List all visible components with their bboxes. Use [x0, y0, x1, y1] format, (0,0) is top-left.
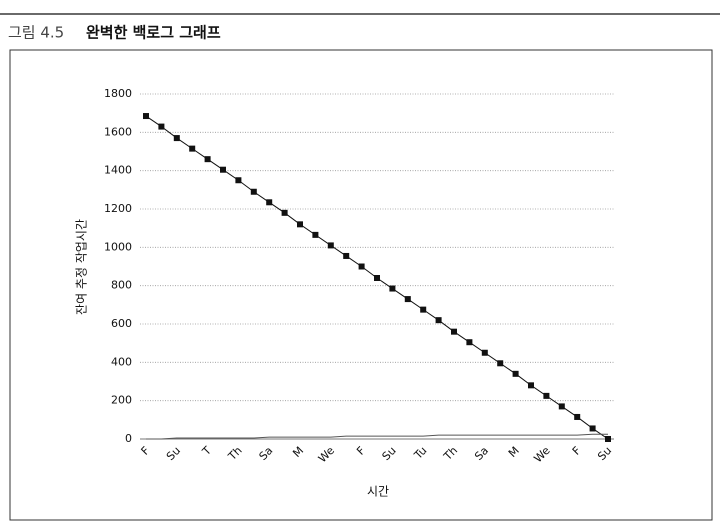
- point-marker: [312, 231, 319, 238]
- point-marker: [143, 113, 149, 120]
- x-tick-label: Th: [225, 444, 245, 464]
- x-tick-label: Sa: [472, 444, 491, 463]
- point-marker: [558, 403, 565, 410]
- point-marker: [420, 306, 427, 313]
- point-marker: [343, 252, 350, 259]
- point-marker: [158, 123, 165, 130]
- y-axis-label: 잔여 추정 작업시간: [75, 219, 89, 315]
- point-marker: [374, 275, 380, 281]
- x-tick-label: We: [316, 444, 337, 465]
- series-line: [146, 433, 608, 440]
- point-marker: [235, 177, 242, 184]
- y-tick-label: 1400: [104, 164, 132, 177]
- y-tick-label: 600: [111, 317, 132, 330]
- point-marker: [543, 392, 550, 399]
- point-marker: [389, 285, 396, 292]
- y-tick-label: 0: [125, 432, 132, 445]
- point-marker: [574, 413, 581, 420]
- point-marker: [327, 242, 334, 249]
- point-marker: [358, 263, 365, 270]
- point-marker: [466, 339, 473, 346]
- y-tick-label: 800: [111, 279, 132, 292]
- y-tick-label: 1600: [104, 125, 132, 138]
- point-marker: [404, 296, 411, 303]
- point-marker: [266, 199, 273, 206]
- y-tick-label: 1800: [104, 87, 132, 100]
- chart-title: 완벽한 백로그 그래프: [86, 24, 221, 42]
- y-tick-label: 200: [111, 394, 132, 407]
- point-marker: [435, 317, 442, 324]
- point-marker: [281, 209, 288, 216]
- y-tick-label: 400: [111, 355, 132, 368]
- x-tick-label: M: [506, 444, 522, 460]
- y-tick-label: 1200: [104, 202, 132, 215]
- x-axis-label: 시간: [367, 485, 389, 499]
- point-marker: [481, 349, 488, 356]
- point-marker: [220, 166, 226, 173]
- x-tick-label: M: [290, 444, 306, 460]
- point-marker: [204, 156, 211, 163]
- x-tick-label: Tu: [411, 444, 429, 462]
- x-tick-label: Th: [441, 444, 461, 464]
- point-marker: [589, 425, 596, 432]
- point-marker: [528, 382, 534, 389]
- figure-label: 그림 4.5: [8, 24, 64, 42]
- y-tick-label: 1000: [104, 240, 132, 253]
- x-tick-label: We: [531, 444, 552, 465]
- chart-frame: [9, 49, 713, 521]
- x-tick-label: Su: [164, 444, 183, 463]
- x-tick-label: Su: [380, 444, 399, 463]
- point-marker: [189, 145, 196, 152]
- point-marker: [297, 221, 303, 228]
- point-marker: [451, 328, 457, 335]
- x-tick-label: F: [139, 444, 153, 458]
- point-marker: [250, 188, 257, 195]
- point-marker: [512, 370, 519, 377]
- x-tick-label: T: [199, 444, 214, 459]
- x-tick-label: Su: [595, 444, 614, 463]
- point-marker: [605, 436, 611, 442]
- x-tick-label: F: [354, 444, 368, 458]
- point-marker: [173, 135, 180, 142]
- point-marker: [497, 360, 504, 367]
- x-tick-label: Sa: [257, 444, 276, 463]
- x-tick-label: F: [570, 444, 584, 458]
